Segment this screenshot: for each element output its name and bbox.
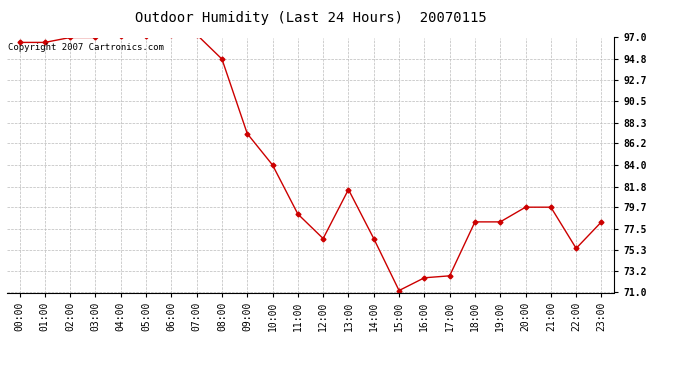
Text: Copyright 2007 Cartronics.com: Copyright 2007 Cartronics.com [8, 43, 164, 52]
Text: Outdoor Humidity (Last 24 Hours)  20070115: Outdoor Humidity (Last 24 Hours) 2007011… [135, 11, 486, 25]
